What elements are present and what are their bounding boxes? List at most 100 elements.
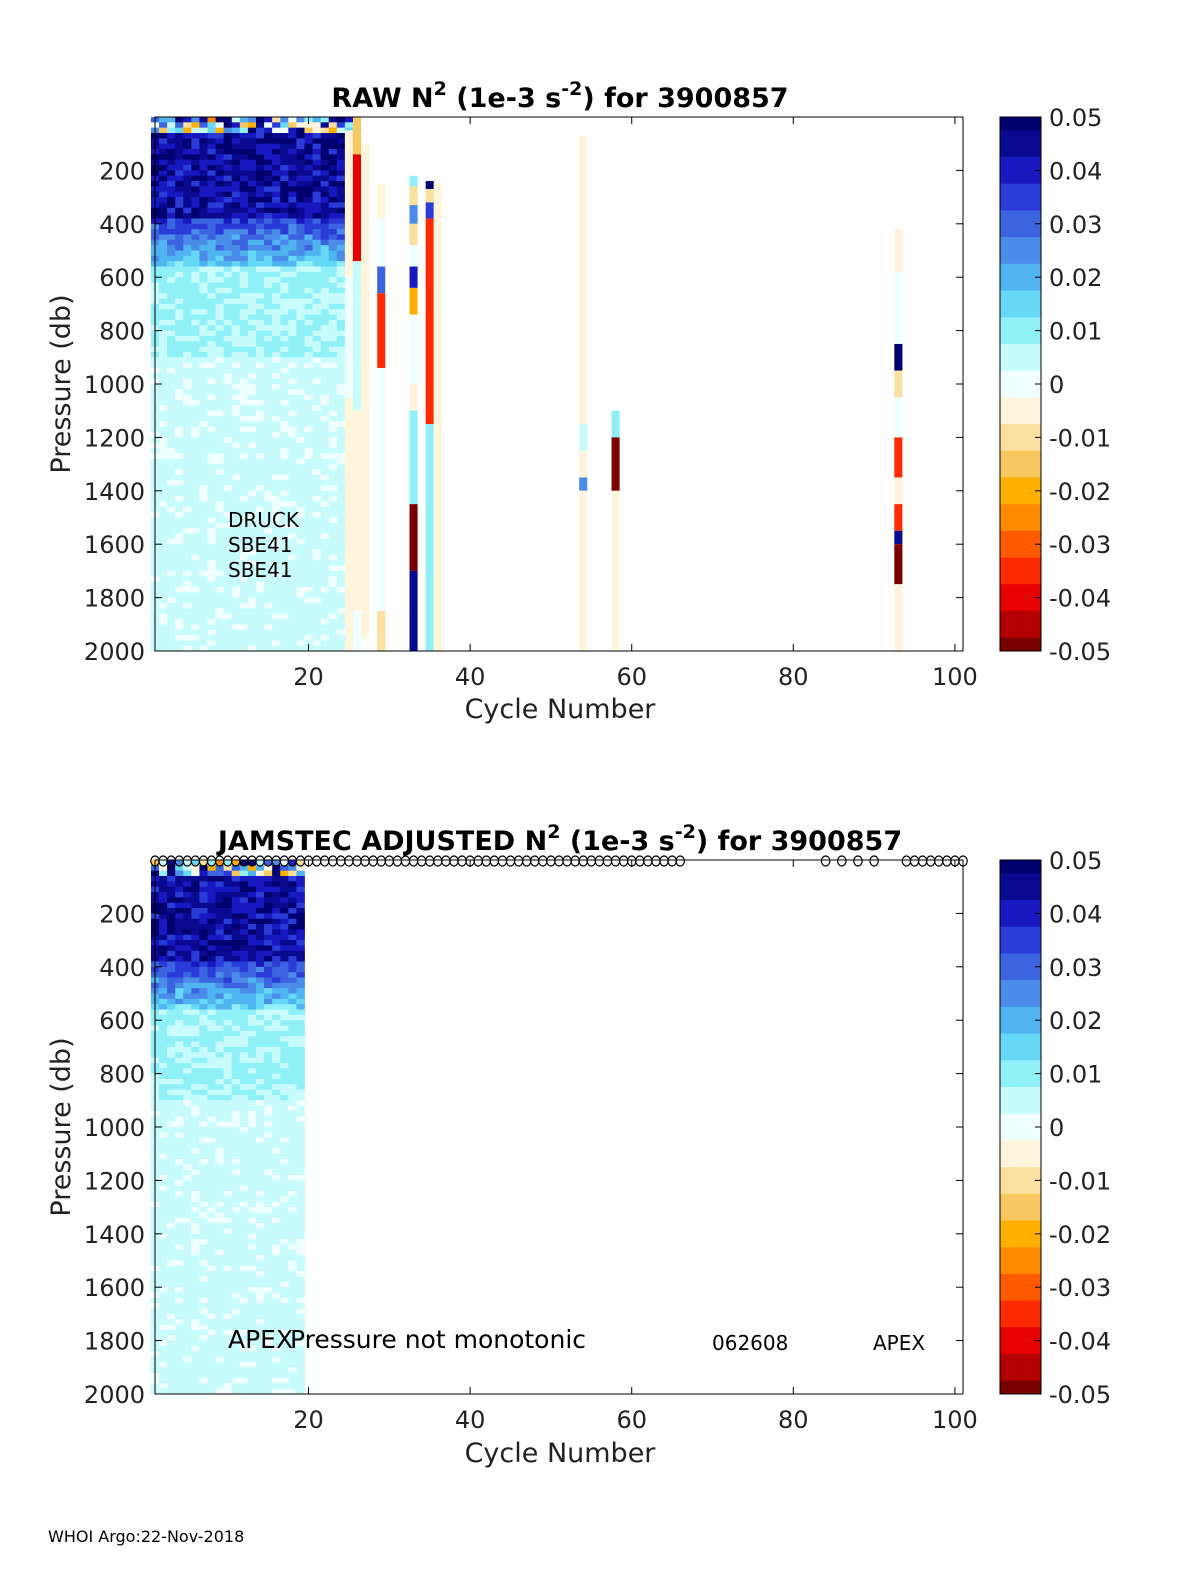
heatmap-cell <box>167 608 176 615</box>
heatmap-cell <box>312 351 322 358</box>
heatmap-cell <box>272 570 281 577</box>
heatmap-cell <box>207 1094 216 1101</box>
heatmap-cell <box>272 1201 281 1208</box>
heatmap-cell <box>183 207 192 214</box>
heatmap-cell <box>288 319 297 326</box>
heatmap-cell <box>280 1319 289 1325</box>
heatmap-cell <box>215 1255 225 1261</box>
heatmap-cell <box>296 908 305 914</box>
cycle-marker <box>546 855 556 867</box>
raw-sparse-columns <box>344 117 903 651</box>
heatmap-cell <box>256 945 265 952</box>
heatmap-cell <box>320 255 330 262</box>
heatmap-cell <box>272 1313 281 1320</box>
heatmap-cell <box>223 870 233 877</box>
heatmap-cell <box>199 1239 208 1245</box>
heatmap-cell <box>312 266 322 273</box>
heatmap-cell <box>159 1345 168 1352</box>
heatmap-cell <box>304 501 313 508</box>
heatmap-cell <box>191 303 200 310</box>
heatmap-cell <box>223 416 233 422</box>
heatmap-cell <box>175 1046 184 1053</box>
heatmap-cell <box>256 127 265 134</box>
heatmap-cell <box>231 554 241 561</box>
heatmap-cell <box>223 1255 233 1261</box>
heatmap-cell <box>223 239 233 246</box>
heatmap-cell <box>231 122 241 129</box>
heatmap-cell <box>288 1356 297 1363</box>
column-segment <box>425 424 434 651</box>
heatmap-cell <box>247 1132 257 1139</box>
heatmap-cell <box>264 197 273 203</box>
heatmap-cell <box>304 159 313 166</box>
heatmap-cell <box>159 362 168 369</box>
heatmap-cell <box>239 1169 249 1176</box>
heatmap-cell <box>191 394 200 401</box>
colorbar-swatch <box>1000 117 1041 131</box>
heatmap-cell <box>247 1127 257 1133</box>
cycle-marker <box>917 855 928 867</box>
heatmap-cell <box>191 886 200 893</box>
heatmap-cell <box>175 442 184 449</box>
heatmap-cell <box>256 1351 265 1358</box>
heatmap-cell <box>280 1084 289 1091</box>
heatmap-cell <box>175 586 184 593</box>
heatmap-cell <box>247 175 257 182</box>
heatmap-cell <box>207 351 216 358</box>
heatmap-cell <box>159 977 168 984</box>
heatmap-cell <box>264 1030 273 1037</box>
heatmap-cell <box>239 1308 249 1315</box>
colorbar-swatch <box>1000 1207 1041 1221</box>
heatmap-cell <box>199 1297 208 1304</box>
heatmap-cell <box>231 1340 241 1347</box>
heatmap-cell <box>239 416 249 422</box>
heatmap-cell <box>239 165 249 171</box>
heatmap-cell <box>280 239 289 246</box>
heatmap-cell <box>320 261 330 267</box>
heatmap-cell <box>191 351 200 358</box>
heatmap-cell <box>191 421 200 428</box>
heatmap-cell <box>159 1073 168 1080</box>
heatmap-cell <box>167 592 176 598</box>
heatmap-cell <box>336 490 346 497</box>
heatmap-cell <box>239 640 249 647</box>
heatmap-cell <box>207 159 216 166</box>
heatmap-cell <box>215 1345 225 1352</box>
heatmap-cell <box>264 133 273 139</box>
heatmap-cell <box>191 570 200 577</box>
heatmap-cell <box>272 1089 281 1096</box>
heatmap-cell <box>304 127 313 134</box>
heatmap-cell <box>256 892 265 898</box>
heatmap-cell <box>280 1292 289 1299</box>
heatmap-cell <box>280 490 289 497</box>
heatmap-cell <box>256 586 265 593</box>
colorbar-tick-label: -0.05 <box>1049 638 1111 666</box>
heatmap-cell <box>231 501 241 508</box>
heatmap-cell <box>256 1217 265 1224</box>
heatmap-cell <box>175 554 184 561</box>
heatmap-cell <box>183 892 192 898</box>
heatmap-cell <box>223 1223 233 1229</box>
heatmap-cell <box>215 1132 225 1139</box>
heatmap-cell <box>167 1255 176 1261</box>
heatmap-cell <box>272 522 281 529</box>
heatmap-cell <box>304 303 313 310</box>
heatmap-cell <box>183 629 192 636</box>
heatmap-cell <box>175 416 184 422</box>
heatmap-cell <box>215 394 225 401</box>
heatmap-cell <box>175 613 184 620</box>
heatmap-cell <box>223 517 233 524</box>
x-tick-label: 20 <box>293 1406 324 1434</box>
heatmap-cell <box>183 1287 192 1293</box>
heatmap-cell <box>239 239 249 246</box>
heatmap-cell <box>312 586 322 593</box>
heatmap-cell <box>231 367 241 374</box>
heatmap-cell <box>231 1308 241 1315</box>
heatmap-cell <box>336 127 346 134</box>
heatmap-cell <box>272 271 281 278</box>
heatmap-cell <box>280 133 289 139</box>
heatmap-cell <box>288 618 297 625</box>
heatmap-cell <box>175 1377 184 1384</box>
heatmap-cell <box>223 565 233 572</box>
